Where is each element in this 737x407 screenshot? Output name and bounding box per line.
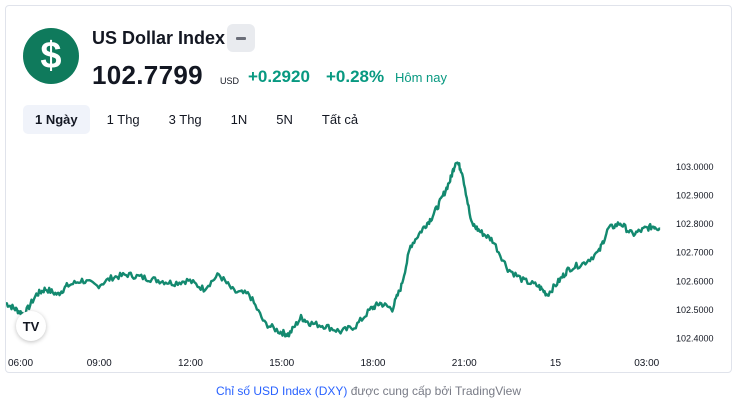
y-tick-label: 102.5000	[676, 305, 714, 315]
y-tick-label: 102.7000	[676, 248, 714, 258]
y-tick-label: 103.0000	[676, 162, 714, 172]
y-tick-label: 102.4000	[676, 333, 714, 343]
x-tick-label: 09:00	[87, 358, 112, 369]
change-percent: +0.28%	[326, 67, 385, 86]
logo-symbol: $	[40, 35, 62, 77]
currency-label: USD	[220, 76, 240, 86]
change-value: +0.2920	[248, 67, 310, 86]
range-tab-all[interactable]: Tất cả	[321, 112, 359, 127]
y-tick-label: 102.6000	[676, 276, 714, 286]
range-tab-1-year[interactable]: 1N	[230, 112, 248, 127]
x-tick-label: 12:00	[178, 358, 203, 369]
dollar-logo-icon: $	[23, 28, 79, 84]
attribution-footer: Chỉ số USD Index (DXY) được cung cấp bởi…	[0, 384, 737, 398]
y-tick-label: 102.8000	[676, 219, 714, 229]
tradingview-logo-icon[interactable]: TV	[16, 311, 46, 341]
range-tab-1-month[interactable]: 1 Thg	[106, 112, 140, 127]
price-value: 102.7799	[92, 60, 203, 90]
x-tick-label: 18:00	[360, 358, 385, 369]
range-tab-1-day[interactable]: 1 Ngày	[23, 105, 90, 134]
minus-button[interactable]	[227, 24, 255, 52]
x-tick-label: 15:00	[269, 358, 294, 369]
minus-icon	[236, 36, 246, 40]
x-tick-label: 06:00	[8, 358, 33, 369]
x-tick-label: 03:00	[634, 358, 659, 369]
symbol-card: $ US Dollar Index 102.7799 USD +0.2920 +…	[5, 5, 732, 373]
price-chart[interactable]: 103.0000 102.9000 102.8000 102.7000 102.6000…	[6, 146, 731, 372]
range-tab-5-years[interactable]: 5N	[276, 112, 293, 127]
attribution-link[interactable]: Chỉ số USD Index (DXY)	[215, 384, 348, 398]
range-tab-3-months[interactable]: 3 Thg	[168, 112, 202, 127]
x-tick-label: 21:00	[452, 358, 477, 369]
symbol-name[interactable]: US Dollar Index	[92, 28, 226, 48]
x-tick-label: 15	[550, 358, 562, 369]
attribution-text: được cung cấp bởi TradingView	[347, 384, 522, 398]
period-label: Hôm nay	[395, 70, 448, 85]
price-series-line	[6, 161, 661, 338]
y-tick-label: 102.9000	[676, 191, 714, 201]
range-tabs: 1 Ngày 1 Thg 3 Thg 1N 5N Tất cả	[23, 105, 375, 134]
